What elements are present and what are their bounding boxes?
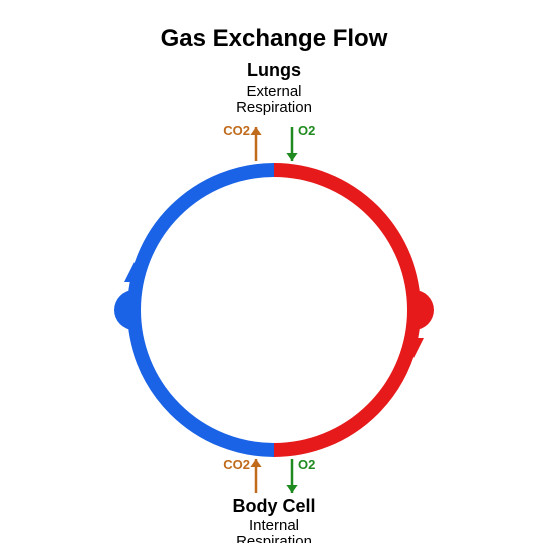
body-sublabel: Internal xyxy=(249,517,299,534)
co2-label: CO2 xyxy=(223,457,250,472)
heart-venous-icon xyxy=(114,290,134,330)
o2-arrow-body-icon xyxy=(286,459,297,493)
body-sublabel: Respiration xyxy=(236,533,312,543)
arterial-arc xyxy=(274,170,414,450)
co2-arrow-body-icon xyxy=(250,459,261,493)
venous-arc xyxy=(134,170,274,450)
o2-arrow-lungs-icon xyxy=(286,127,297,161)
o2-label: O2 xyxy=(298,123,315,138)
body-label: Body Cell xyxy=(232,496,315,516)
co2-label: CO2 xyxy=(223,123,250,138)
lungs-sublabel: External xyxy=(246,83,301,100)
lungs-sublabel: Respiration xyxy=(236,99,312,116)
gas-exchange-diagram: Gas Exchange Flow CO2 O2 CO2 O2 Lungs External… xyxy=(0,0,549,543)
o2-label: O2 xyxy=(298,457,315,472)
diagram-title: Gas Exchange Flow xyxy=(161,25,388,52)
lungs-label: Lungs xyxy=(247,60,301,80)
heart-arterial-icon xyxy=(414,290,434,330)
co2-arrow-lungs-icon xyxy=(250,127,261,161)
